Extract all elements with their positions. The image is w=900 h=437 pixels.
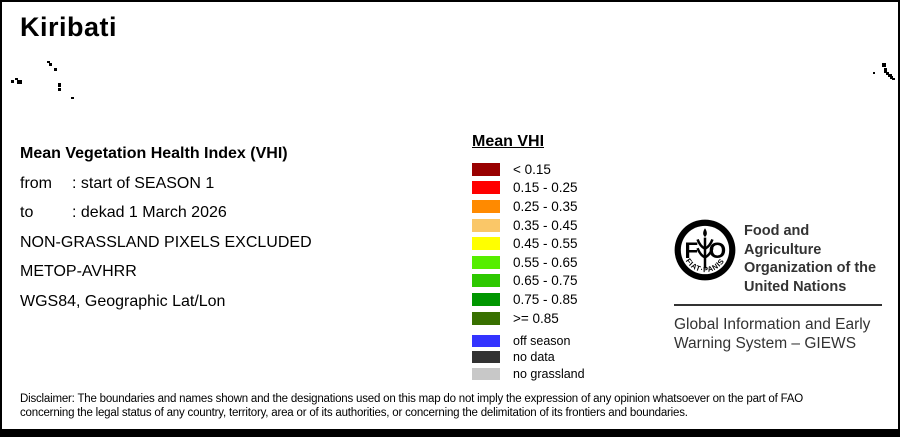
- legend-label: off season: [513, 333, 571, 348]
- island-speck: [884, 68, 887, 73]
- island-speck: [11, 80, 14, 83]
- giews-line: Warning System – GIEWS: [674, 335, 857, 352]
- legend-swatch: [472, 199, 500, 213]
- legend-row: 0.25 - 0.35: [472, 197, 585, 216]
- legend-row: 0.15 - 0.25: [472, 179, 585, 198]
- fao-logo-icon: F O FIAT·PANIS: [674, 219, 736, 281]
- legend-label: 0.45 - 0.55: [513, 236, 578, 252]
- legend-label: >= 0.85: [513, 310, 559, 326]
- island-speck: [892, 78, 895, 80]
- island-speck: [888, 74, 892, 77]
- svg-text:F: F: [685, 238, 699, 263]
- legend-row: no grassland: [472, 366, 585, 383]
- island-speck: [49, 63, 52, 66]
- legend-row: 0.45 - 0.55: [472, 234, 585, 253]
- disclaimer-line: Disclaimer: The boundaries and names sho…: [20, 393, 803, 405]
- org-block: F O FIAT·PANIS Food and Agriculture Orga…: [674, 219, 886, 353]
- island-speck: [54, 68, 57, 71]
- island-speck: [882, 63, 886, 67]
- legend-label: no grassland: [513, 366, 585, 381]
- info-row-from: from : start of SEASON 1: [20, 169, 312, 199]
- giews-name: Global Information and Early Warning Sys…: [674, 315, 886, 353]
- info-heading: Mean Vegetation Health Index (VHI): [20, 145, 288, 162]
- legend-swatch: [472, 162, 500, 176]
- legend-swatch: [472, 311, 500, 325]
- island-speck: [15, 78, 18, 80]
- fao-name: Food and Agriculture Organization of the…: [744, 222, 886, 296]
- legend-extras: off season no data no grassland: [472, 332, 585, 382]
- legend: Mean VHI < 0.15 0.15 - 0.25 0.25 - 0.35 …: [472, 133, 585, 382]
- legend-title: Mean VHI: [472, 133, 545, 150]
- fao-name-line: Organization of the: [744, 260, 877, 276]
- island-speck: [47, 61, 50, 63]
- island-speck: [873, 72, 875, 74]
- legend-swatch-no-grassland: [472, 367, 500, 380]
- legend-row: no data: [472, 349, 585, 366]
- island-speck: [58, 83, 61, 87]
- legend-swatch: [472, 292, 500, 306]
- legend-label: 0.25 - 0.35: [513, 198, 578, 214]
- legend-label: 0.15 - 0.25: [513, 180, 578, 196]
- island-speck: [17, 80, 22, 84]
- island-speck: [890, 76, 893, 79]
- info-row-to-value: : dekad 1 March 2026: [72, 204, 227, 221]
- fao-name-line: Food and Agriculture: [744, 223, 822, 258]
- fao-branding: F O FIAT·PANIS Food and Agriculture Orga…: [674, 219, 886, 296]
- island-speck: [71, 97, 74, 99]
- info-line-sensor: METOP-AVHRR: [20, 263, 137, 280]
- fao-name-line: United Nations: [744, 278, 847, 295]
- legend-label: 0.65 - 0.75: [513, 273, 578, 289]
- legend-swatch: [472, 181, 500, 195]
- island-speck: [886, 72, 889, 75]
- legend-row: 0.55 - 0.65: [472, 253, 585, 272]
- legend-row: >= 0.85: [472, 309, 585, 328]
- bottom-bar: [2, 429, 898, 435]
- legend-row: 0.65 - 0.75: [472, 272, 585, 291]
- info-row-to: to : dekad 1 March 2026: [20, 198, 312, 228]
- map-info-block: Mean Vegetation Health Index (VHI) from:…: [20, 139, 312, 316]
- legend-swatch-off-season: [472, 334, 500, 347]
- org-divider: [674, 304, 882, 306]
- info-row-to-label: to: [20, 204, 34, 221]
- giews-line: Global Information and Early: [674, 316, 871, 333]
- info-row-from-label: from: [20, 174, 52, 192]
- legend-label: < 0.15: [513, 161, 551, 177]
- legend-classes: < 0.15 0.15 - 0.25 0.25 - 0.35 0.35 - 0.…: [472, 160, 585, 327]
- legend-label: 0.75 - 0.85: [513, 291, 578, 307]
- info-line-exclusion: NON-GRASSLAND PIXELS EXCLUDED: [20, 233, 312, 251]
- svg-text:O: O: [709, 238, 726, 263]
- info-line-projection: WGS84, Geographic Lat/Lon: [20, 292, 226, 310]
- legend-swatch: [472, 237, 500, 251]
- legend-label: 0.55 - 0.65: [513, 254, 578, 270]
- info-row-from-value: : start of SEASON 1: [72, 174, 215, 192]
- disclaimer: Disclaimer: The boundaries and names sho…: [20, 392, 888, 420]
- legend-label: 0.35 - 0.45: [513, 217, 578, 233]
- page-title: Kiribati: [20, 12, 118, 42]
- disclaimer-line: concerning the legal status of any count…: [20, 407, 688, 419]
- legend-swatch: [472, 274, 500, 288]
- legend-row: < 0.15: [472, 160, 585, 179]
- legend-row: off season: [472, 332, 585, 349]
- legend-label: no data: [513, 350, 555, 365]
- legend-swatch: [472, 218, 500, 232]
- legend-swatch-no-data: [472, 351, 500, 364]
- legend-swatch: [472, 255, 500, 269]
- legend-row: 0.35 - 0.45: [472, 216, 585, 235]
- island-speck: [58, 88, 61, 91]
- legend-row: 0.75 - 0.85: [472, 290, 585, 309]
